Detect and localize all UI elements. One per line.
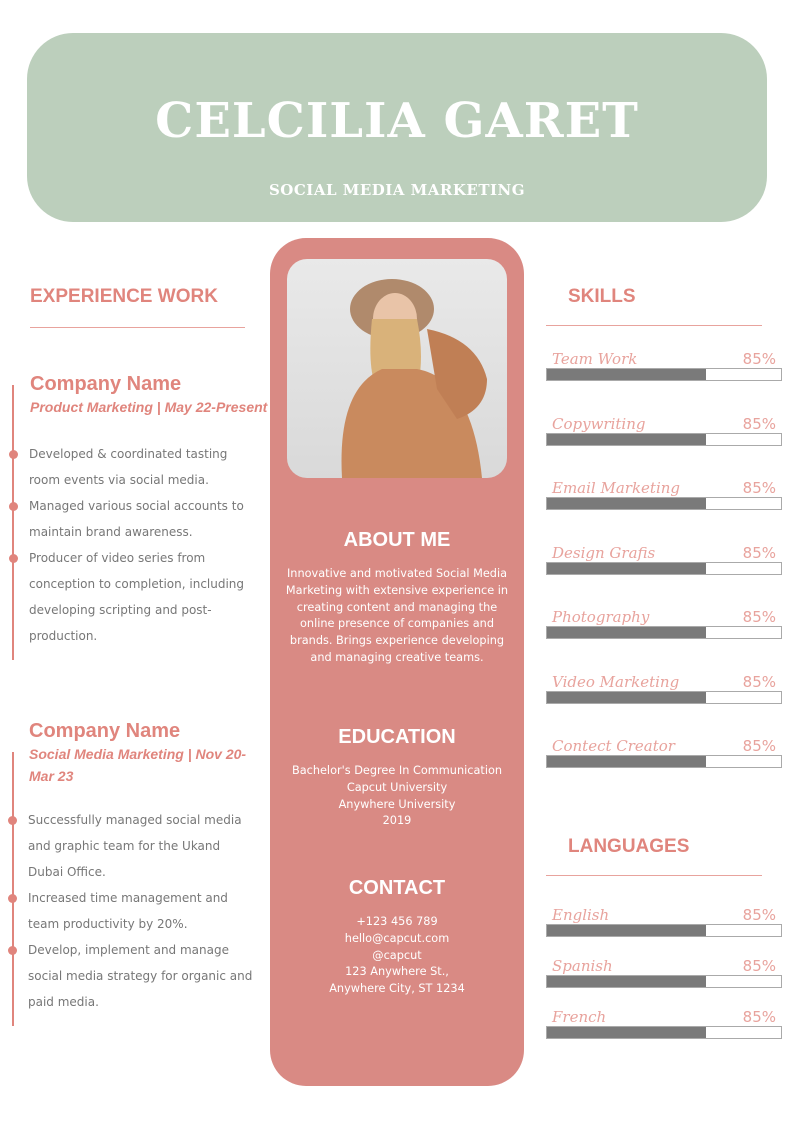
divider (30, 327, 245, 328)
language-row-percent: 85% (742, 957, 776, 975)
progress-fill (547, 976, 707, 987)
job-title: Social Media Marketing | Nov 20-Mar 23 (29, 746, 247, 784)
about-text: Innovative and motivated Social Media Ma… (285, 567, 509, 664)
skill-row: Design Grafis 85% (546, 544, 782, 594)
progress-bar (546, 626, 782, 639)
skill-row: Team Work 85% (546, 350, 782, 400)
education-title: EDUCATION (338, 726, 456, 748)
bullet-dot-icon (8, 816, 17, 825)
progress-bar (546, 1026, 782, 1039)
skill-row-percent: 85% (742, 479, 776, 497)
bullet-dot-icon (9, 502, 18, 511)
profile-photo (287, 259, 507, 478)
skill-row: Video Marketing 85% (546, 673, 782, 723)
skill-row-label: Team Work (552, 350, 638, 368)
bullet-dot-icon (9, 554, 18, 563)
language-row-label: Spanish (552, 957, 613, 975)
contact-details: +123 456 789 hello@capcut.com @capcut 123 A… (282, 914, 512, 998)
progress-bar (546, 561, 782, 575)
progress-bar (546, 368, 782, 381)
language-row-percent: 85% (742, 1008, 776, 1026)
progress-bar (546, 432, 782, 446)
bullet-dot-icon (8, 946, 17, 955)
bullet-item: Developed & coordinated tasting room eve… (9, 441, 254, 493)
progress-bar (546, 924, 782, 937)
job-bullets: Developed & coordinated tasting room eve… (9, 441, 254, 649)
skill-row: Email Marketing 85% (546, 479, 782, 529)
languages-title: LANGUAGES (568, 836, 690, 857)
progress-fill (547, 498, 707, 509)
skill-row-percent: 85% (742, 543, 776, 562)
phone: +123 456 789 (356, 915, 438, 928)
progress-fill (547, 925, 707, 936)
skill-row-percent: 85% (742, 414, 776, 433)
timeline-line (12, 752, 14, 1026)
language-row: English 85% (546, 906, 782, 956)
language-row: French 85% (546, 1008, 782, 1058)
skills-title: SKILLS (568, 286, 636, 307)
skill-row-label: Design Grafis (552, 543, 656, 562)
candidate-role: SOCIAL MEDIA MARKETING (268, 181, 526, 199)
skill-row-percent: 85% (742, 350, 776, 368)
skill-row-percent: 85% (742, 737, 776, 755)
social-handle: @capcut (372, 948, 422, 962)
language-row-label: French (552, 1008, 607, 1026)
candidate-name: CELCILIA GARET (155, 93, 639, 149)
progress-bar (546, 975, 782, 988)
bullet-item: Producer of video series from conception… (9, 545, 254, 649)
bullet-dot-icon (8, 894, 17, 903)
bullet-item: Successfully managed social media and gr… (8, 807, 253, 885)
job-title: Product Marketing | May 22-Present (30, 399, 268, 415)
progress-fill (547, 369, 707, 380)
company-name: Company Name (29, 720, 181, 742)
education-details: Bachelor's Degree In Communication Capcut… (291, 764, 503, 828)
skill-row-percent: 85% (742, 672, 776, 691)
bullet-item: Increased time management and team produ… (8, 885, 253, 937)
progress-fill (547, 627, 707, 638)
email: hello@capcut.com (344, 931, 450, 945)
skill-row: Copywriting 85% (546, 415, 782, 465)
skill-row-label: Copywriting (552, 414, 646, 433)
bullet-item: Managed various social accounts to maint… (9, 493, 254, 545)
skill-row-label: Video Marketing (552, 672, 680, 691)
divider (546, 325, 762, 326)
language-row-label: English (552, 906, 610, 924)
job-bullets: Successfully managed social media and gr… (8, 807, 253, 1015)
skill-row-label: Contect Creator (552, 737, 675, 755)
bullet-item: Develop, implement and manage social med… (8, 937, 253, 1015)
progress-bar (546, 755, 782, 768)
address-line: 123 Anywhere St., (345, 965, 449, 979)
skill-row: Photography 85% (546, 608, 782, 658)
progress-fill (547, 1027, 707, 1038)
skill-row-percent: 85% (742, 608, 776, 626)
progress-bar (546, 497, 782, 510)
header-banner: CELCILIA GARET SOCIAL MEDIA MARKETING (27, 33, 767, 222)
address-line: Anywhere City, ST 1234 (329, 982, 465, 996)
bullet-dot-icon (9, 450, 18, 459)
company-name: Company Name (30, 373, 182, 395)
job-entry: Company Name Product Marketing | May 22-… (30, 373, 267, 418)
progress-fill (547, 756, 707, 767)
skill-row-label: Email Marketing (552, 479, 681, 497)
progress-fill (547, 433, 707, 445)
progress-fill (547, 562, 707, 574)
divider (546, 875, 762, 876)
job-entry: Company Name Social Media Marketing | No… (29, 720, 254, 787)
experience-title: EXPERIENCE WORK (30, 286, 218, 307)
skill-row: Contect Creator 85% (546, 737, 782, 787)
language-row: Spanish 85% (546, 957, 782, 1007)
skill-row-label: Photography (552, 608, 650, 626)
contact-title: CONTACT (348, 877, 446, 899)
language-row-percent: 85% (742, 906, 776, 924)
progress-bar (546, 690, 782, 704)
center-panel: ABOUT ME Innovative and motivated Social… (270, 238, 524, 1086)
timeline-line (12, 385, 14, 660)
progress-fill (547, 691, 707, 703)
about-title: ABOUT ME (343, 529, 451, 551)
